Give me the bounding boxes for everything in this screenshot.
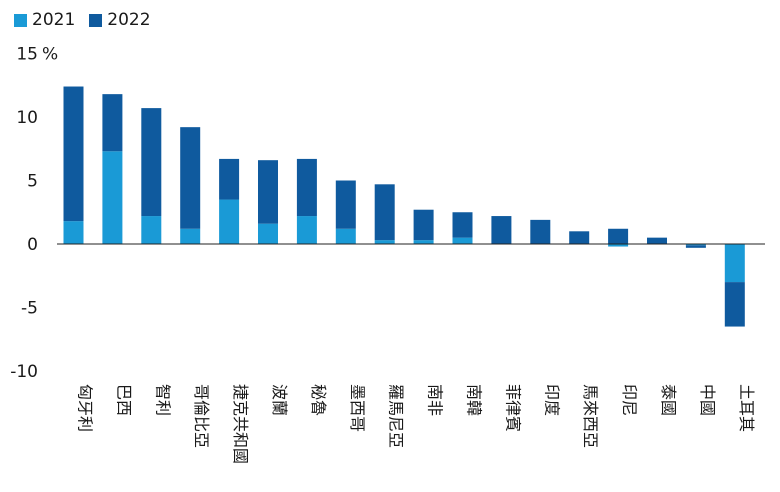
bar-2021-10 (452, 237, 473, 244)
bar-2022-5 (258, 160, 278, 224)
legend-item-2022: 2022 (89, 10, 151, 30)
bar-2022-16 (685, 245, 706, 248)
bar-2022-9 (413, 209, 434, 241)
bar-2021-3 (180, 228, 201, 244)
bar-2021-2 (141, 216, 162, 244)
bar-2021-6 (296, 216, 317, 244)
x-category-label: 匈牙利 (76, 384, 95, 432)
bar-2022-7 (335, 180, 356, 229)
bar-2022-17 (724, 282, 745, 327)
bar-2021-0 (63, 221, 84, 244)
bar-2022-13 (569, 231, 590, 244)
bar-2022-15 (647, 237, 667, 244)
x-category-label: 墨西哥 (348, 384, 367, 432)
y-tick-label: 15 (16, 45, 38, 65)
bar-2021-1 (102, 151, 123, 244)
bar-2022-14 (608, 228, 629, 244)
legend-label-2022: 2022 (107, 10, 151, 30)
legend-label-2021: 2021 (32, 10, 76, 30)
x-category-label: 波蘭 (270, 384, 289, 416)
legend-swatch-2022 (89, 13, 103, 27)
legend: 2021 2022 (14, 10, 151, 30)
x-category-label: 智利 (153, 384, 172, 416)
x-category-label: 巴西 (114, 384, 133, 416)
bar-2022-8 (374, 184, 395, 241)
bar-2021-7 (335, 228, 356, 244)
y-tick-label: 10 (16, 108, 38, 128)
bar-2022-1 (102, 94, 123, 152)
bar-2022-2 (141, 108, 162, 217)
y-tick-label: -10 (10, 362, 38, 382)
x-category-label: 羅馬尼亞 (387, 384, 406, 448)
y-tick-label: -5 (21, 299, 38, 319)
bar-2022-10 (452, 212, 473, 238)
x-category-label: 南非 (426, 384, 445, 416)
bar-2021-8 (374, 240, 395, 244)
bar-2021-17 (724, 244, 745, 283)
x-category-label: 馬來西亞 (581, 384, 600, 448)
bar-2022-0 (63, 86, 84, 222)
x-category-label: 捷克共和國 (231, 384, 250, 464)
x-category-label: 泰國 (659, 384, 678, 416)
bar-2021-4 (219, 199, 240, 244)
legend-swatch-2021 (14, 13, 27, 27)
bar-2021-14 (608, 244, 629, 247)
x-category-label: 印度 (542, 384, 561, 416)
bar-2022-12 (530, 219, 551, 244)
bar-2021-5 (258, 223, 278, 244)
bar-2021-9 (413, 240, 434, 244)
x-category-label: 印尼 (620, 384, 639, 416)
legend-item-2021: 2021 (14, 10, 75, 30)
y-tick-label: 0 (27, 235, 38, 255)
y-unit-label: % (42, 45, 58, 65)
x-category-label: 土耳其 (737, 384, 756, 432)
x-category-label: 中國 (698, 384, 717, 416)
bar-2022-4 (219, 158, 240, 200)
bar-2022-6 (296, 158, 317, 217)
bar-2022-3 (180, 127, 201, 229)
x-category-label: 哥倫比亞 (192, 384, 211, 448)
y-tick-label: 5 (27, 172, 38, 192)
bar-2022-11 (491, 216, 512, 244)
x-category-label: 秘魯 (309, 384, 328, 416)
x-category-label: 南韓 (465, 384, 484, 416)
bar-2021-16 (685, 244, 706, 246)
x-category-label: 菲律賓 (503, 384, 522, 432)
